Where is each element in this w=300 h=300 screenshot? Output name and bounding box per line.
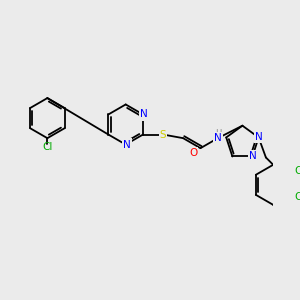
Text: O: O (189, 148, 197, 158)
Text: N: N (140, 110, 148, 119)
Text: Cl: Cl (295, 192, 300, 202)
Text: N: N (248, 152, 256, 161)
Text: S: S (160, 130, 166, 140)
Text: Cl: Cl (295, 166, 300, 176)
Text: N: N (255, 133, 262, 142)
Text: N: N (123, 140, 130, 149)
Text: N: N (214, 133, 222, 143)
Text: H: H (214, 129, 221, 138)
Text: Cl: Cl (42, 142, 52, 152)
